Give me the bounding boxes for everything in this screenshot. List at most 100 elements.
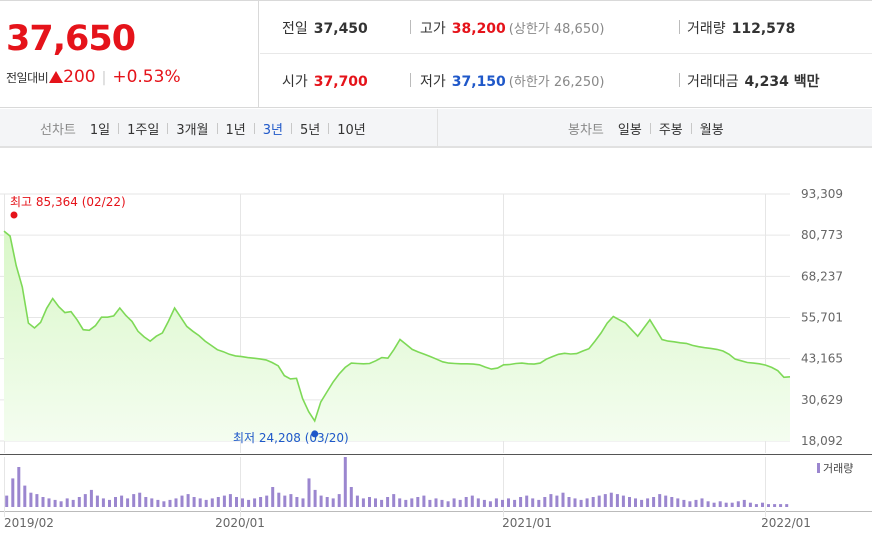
y-tick-label: 43,165 (801, 352, 843, 366)
divider (679, 73, 680, 87)
volume-bar (168, 499, 172, 507)
volume-bar (355, 495, 359, 507)
volume-bar (174, 498, 178, 507)
volume-bar (652, 497, 656, 507)
volume-bar (579, 499, 583, 507)
change-rate: +0.53% (112, 67, 181, 87)
volume-bar (301, 498, 305, 507)
volume-bar (265, 495, 269, 507)
divider (679, 20, 680, 34)
volume-bar (688, 501, 692, 507)
volume-bar (634, 498, 637, 507)
volume-bar (773, 504, 777, 507)
change-value: 200 (63, 67, 96, 87)
volume-bar (95, 495, 99, 507)
volume-bar (144, 497, 148, 507)
period-3y-button[interactable]: 3년 (262, 122, 283, 138)
volume-bar (549, 494, 553, 507)
volume-bar (83, 494, 87, 507)
volume-bar (422, 495, 426, 507)
volume-bar (23, 485, 27, 507)
volume-bar (156, 499, 160, 507)
volume-bar (47, 498, 51, 507)
volume-bar (646, 498, 650, 507)
chart-toolbar: 선차트 1일 1주일 3개월 1년 3년 5년 10년 봉차트 일봉 주봉 월봉 (0, 109, 872, 147)
y-tick-label: 93,309 (801, 187, 843, 201)
stats-row-1: 전일 37,450 고가 38,200 (상한가 48,650) 거래량 112,578 (260, 1, 872, 54)
line-chart-label: 선차트 (40, 122, 76, 138)
period-5y-button[interactable]: 5년 (300, 122, 321, 138)
volume-bar (555, 495, 559, 507)
volume-bar (543, 497, 547, 507)
volume-bar (126, 498, 130, 507)
volume-label: 거래량 (687, 21, 726, 37)
volume-bar (392, 494, 396, 507)
low-value: 37,150 (451, 74, 506, 90)
volume-bar (361, 498, 365, 507)
volume-bar (35, 494, 39, 507)
volume-bar (779, 504, 783, 507)
amount-label: 거래대금 (687, 74, 739, 90)
x-tick-label: 2019/02 (4, 516, 54, 530)
volume-bar (615, 494, 619, 507)
volume-bar (53, 499, 57, 507)
current-price-box: 37,650 전일대비 200 | +0.53% (0, 1, 259, 108)
volume-bar (228, 494, 232, 507)
volume-bar (525, 495, 529, 507)
volume-bar (597, 495, 601, 507)
period-1d-button[interactable]: 1일 (89, 122, 111, 138)
volume-bar (404, 499, 408, 507)
high-label: 고가 (420, 21, 446, 37)
prev-close-label: 전일 (282, 21, 308, 37)
volume-bar (253, 498, 257, 507)
period-3m-button[interactable]: 3개월 (176, 122, 209, 138)
candle-daily-button[interactable]: 일봉 (617, 122, 642, 138)
prev-close-value: 37,450 (313, 21, 368, 37)
volume-bar (736, 501, 740, 507)
low-stat: 저가 37,150 (하한가 26,250) (420, 71, 604, 91)
volume-bar (247, 499, 251, 507)
volume-bar (730, 502, 734, 507)
volume-bar (416, 497, 420, 507)
open-label: 시가 (282, 74, 308, 90)
high-stat: 고가 38,200 (상한가 48,650) (420, 18, 604, 38)
volume-bar (603, 494, 607, 507)
max-marker (10, 211, 18, 219)
volume-bar (658, 494, 662, 507)
volume-bar (5, 495, 9, 507)
volume-bar (501, 499, 504, 507)
volume-bar (488, 501, 492, 507)
volume-bar (513, 499, 517, 507)
volume-bar (204, 499, 208, 507)
volume-bar (561, 492, 565, 507)
volume-bar (349, 487, 353, 507)
volume-bar (573, 498, 577, 507)
volume-bar (464, 497, 468, 507)
volume-bar (748, 502, 752, 507)
volume-bar (591, 497, 595, 507)
volume-bar (609, 492, 613, 507)
volume-bar (482, 499, 486, 507)
volume-bar (198, 498, 202, 507)
volume-bar (150, 498, 154, 507)
volume-bar (712, 502, 716, 507)
x-tick-label: 2020/01 (215, 516, 265, 530)
toolbar-divider (437, 109, 438, 146)
price-stats: 전일 37,450 고가 38,200 (상한가 48,650) 거래량 112,578… (260, 1, 872, 108)
volume-bar (65, 498, 69, 507)
volume-bar (89, 489, 93, 507)
volume-bar (494, 498, 498, 507)
period-1y-button[interactable]: 1년 (225, 122, 246, 138)
candle-weekly-button[interactable]: 주봉 (658, 122, 683, 138)
volume-bar (101, 498, 105, 507)
max-annotation: 최고 85,364 (02/22) (10, 195, 126, 209)
volume-bar (398, 498, 402, 507)
volume-bar (162, 501, 166, 507)
period-1w-button[interactable]: 1주일 (127, 122, 160, 138)
candle-monthly-button[interactable]: 월봉 (699, 122, 724, 138)
candle-chart-periods: 봉차트 일봉 주봉 월봉 (568, 109, 724, 147)
period-10y-button[interactable]: 10년 (337, 122, 366, 138)
amount-value: 4,234 백만 (744, 74, 820, 90)
x-tick-label: 2021/01 (502, 516, 552, 530)
